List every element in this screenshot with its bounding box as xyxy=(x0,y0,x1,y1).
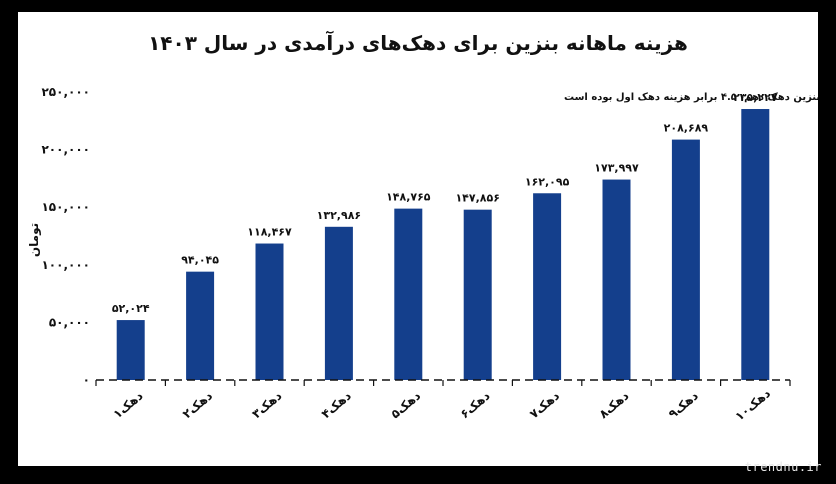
y-axis-ticks: ۰ ۵۰,۰۰۰ ۱۰۰,۰۰۰ ۱۵۰,۰۰۰ ۲۰۰,۰۰۰ ۲۵۰,۰۰۰ xyxy=(41,85,90,387)
bar-value-label: ۱۷۳,۹۹۷ xyxy=(594,162,639,175)
bar-value-label: ۵۲,۰۲۴ xyxy=(112,302,150,315)
bar-value-label: ۱۶۲,۰۹۵ xyxy=(525,175,570,188)
x-tick-label: دهک۵ xyxy=(388,389,423,422)
chart-annotation: هزینه بنزین دهک دهم، ۴.۵ برابر هزینه دهک… xyxy=(564,92,818,103)
x-tick-label: دهک۷ xyxy=(527,389,562,422)
x-axis-labels: دهک۱ دهک۲ دهک۳ دهک۴ دهک۵ دهک۶ دهک۷ دهک۸ دهک۹ دهک۱… xyxy=(111,386,774,423)
y-tick-label: ۲۰۰,۰۰۰ xyxy=(41,143,90,157)
x-tick-label: دهک۳ xyxy=(249,389,284,422)
x-tick-label: دهک۱ xyxy=(111,389,146,422)
bar xyxy=(186,271,215,380)
bar xyxy=(741,109,770,380)
y-tick-label: ۵۰,۰۰۰ xyxy=(49,315,90,329)
value-labels: ۵۲,۰۲۴ ۹۴,۰۴۵ ۱۱۸,۴۶۷ ۱۳۲,۹۸۶ ۱۴۸,۷۶۵ ۱۴۷,۸۵۶… xyxy=(112,91,778,315)
bar xyxy=(602,179,631,380)
bar xyxy=(533,193,562,380)
bar xyxy=(671,139,700,380)
y-tick-label: ۰ xyxy=(83,373,90,387)
bar-chart: هزینه ماهانه بنزین برای دهک‌های درآمدی د… xyxy=(27,30,818,424)
bar xyxy=(116,320,145,380)
bar-value-label: ۱۳۲,۹۸۶ xyxy=(317,209,361,222)
bar xyxy=(463,209,492,380)
bar-value-label: ۲۳۵,۲۲۷ xyxy=(733,91,778,104)
y-tick-label: ۲۵۰,۰۰۰ xyxy=(41,85,90,99)
bar-value-label: ۲۰۸,۶۸۹ xyxy=(664,122,709,135)
x-tick-label: دهک۸ xyxy=(596,389,631,422)
bar xyxy=(324,226,353,380)
chart-title: هزینه ماهانه بنزین برای دهک‌های درآمدی د… xyxy=(148,30,688,55)
x-tick-label: دهک۶ xyxy=(458,389,493,422)
x-tick-label: دهک۹ xyxy=(666,389,701,422)
bar-value-label: ۱۱۸,۴۶۷ xyxy=(247,226,292,239)
x-axis-ticks xyxy=(95,380,791,386)
y-axis-label: تومان xyxy=(27,223,42,257)
y-tick-label: ۱۵۰,۰۰۰ xyxy=(41,200,90,214)
bar-value-label: ۹۴,۰۴۵ xyxy=(181,254,219,267)
chart-panel: هزینه ماهانه بنزین برای دهک‌های درآمدی د… xyxy=(18,12,818,466)
x-tick-label: دهک۱۰ xyxy=(732,386,773,423)
bar-value-label: ۱۴۷,۸۵۶ xyxy=(455,192,499,205)
bar xyxy=(394,208,423,380)
bars xyxy=(116,109,770,380)
x-tick-label: دهک۲ xyxy=(180,389,215,422)
x-tick-label: دهک۴ xyxy=(319,389,354,422)
site-watermark: trendnu.ir xyxy=(744,460,822,474)
bar xyxy=(255,243,284,380)
y-tick-label: ۱۰۰,۰۰۰ xyxy=(41,258,90,272)
bar-value-label: ۱۴۸,۷۶۵ xyxy=(386,191,431,204)
